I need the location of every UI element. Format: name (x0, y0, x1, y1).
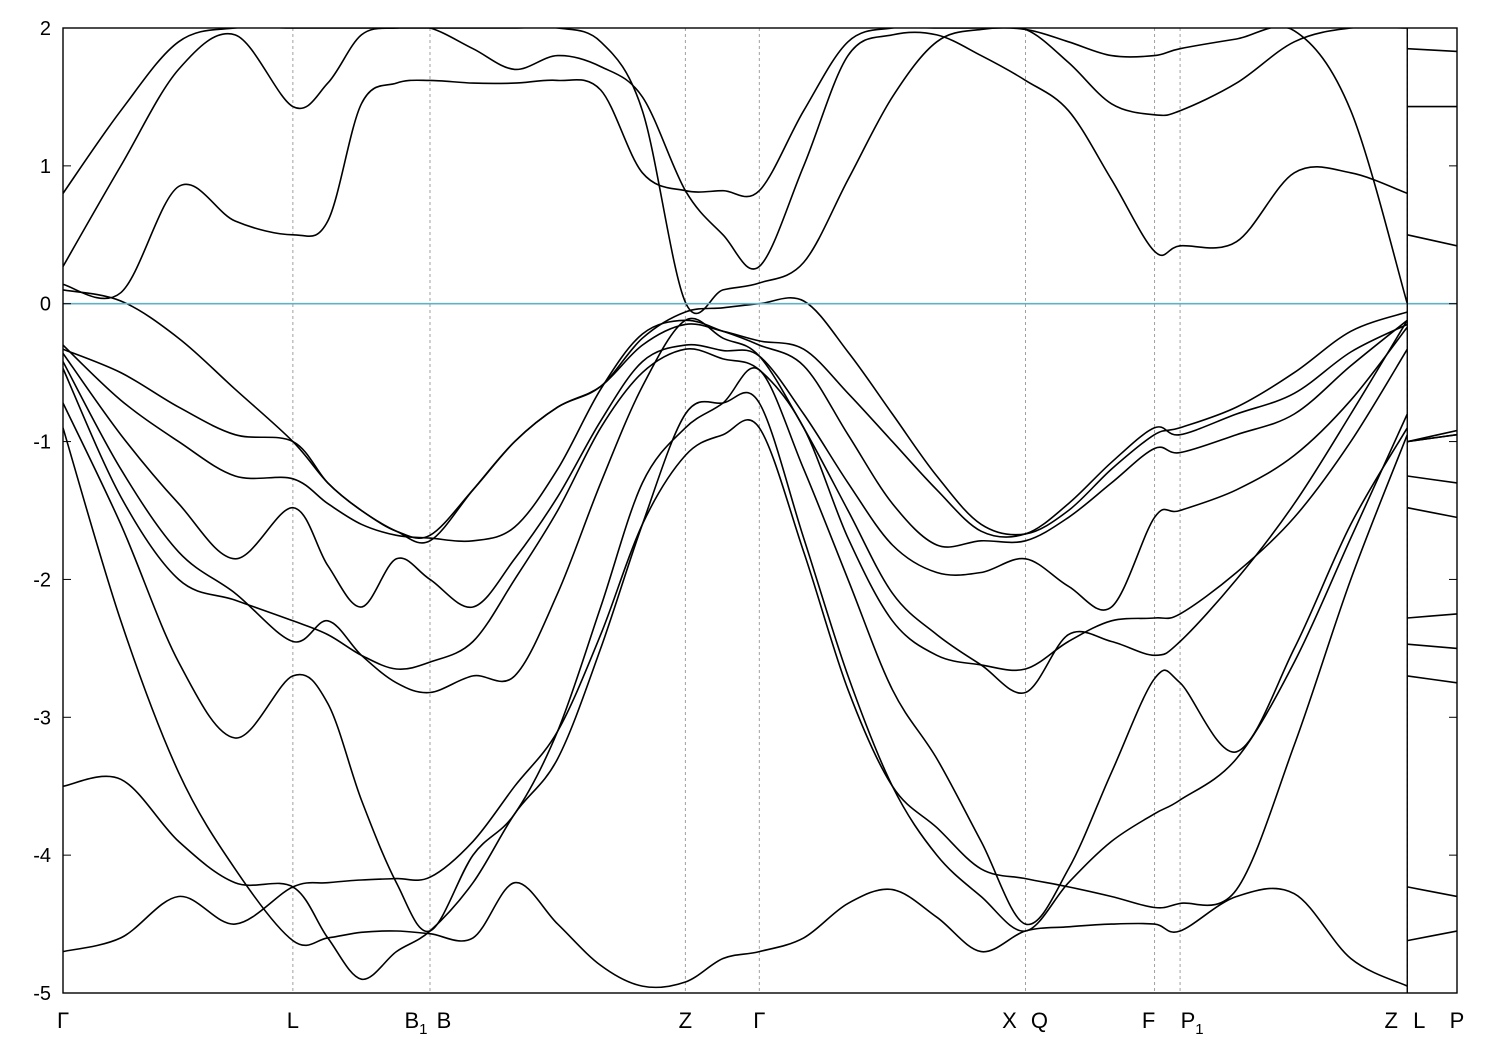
kpoint-label: Q (1031, 1008, 1048, 1033)
y-tick-label: -1 (33, 432, 51, 454)
band-line-extra (1407, 675, 1457, 684)
kpoint-label: L (1413, 1008, 1425, 1033)
kpoint-label: P1 (1181, 1008, 1204, 1038)
band-line (63, 28, 1408, 300)
band-line-extra (1407, 234, 1457, 247)
band-line-extra (1407, 506, 1457, 519)
kpoint-label: L (287, 1008, 299, 1033)
band-line-extra (1407, 47, 1457, 53)
kpoint-gridlines (292, 28, 1408, 993)
plot-frame (62, 27, 1458, 994)
kpoint-label: B1 (404, 1008, 427, 1038)
band-line (63, 323, 1408, 539)
band-line (63, 367, 1408, 933)
band-line (63, 28, 1408, 270)
y-tick-label: -2 (33, 569, 51, 591)
band-line (63, 319, 1408, 548)
kpoint-label: X (1002, 1008, 1017, 1033)
x-axis-kpoints: Γ L B1 B Z Γ X Q F P1 Z L P (57, 1008, 1464, 1038)
y-tick-label: 2 (40, 18, 51, 40)
y-axis: 2 1 0 -1 -2 -3 -4 -5 (33, 18, 1457, 1005)
band-line-extra (1407, 886, 1457, 898)
y-tick-label: -4 (33, 845, 51, 867)
band-line (63, 348, 1408, 672)
y-tick-label: 1 (40, 156, 51, 178)
band-line (63, 326, 1408, 611)
band-line-extra (1407, 475, 1457, 484)
band-line (63, 317, 1408, 694)
kpoint-label: Γ (57, 1008, 69, 1033)
band-line (63, 391, 1409, 981)
band-line-extra (1407, 930, 1457, 942)
y-tick-label: 0 (40, 294, 51, 316)
band-line-extra (1407, 613, 1457, 619)
kpoint-label: Γ (753, 1008, 765, 1033)
band-line (63, 289, 1408, 544)
band-curves (63, 28, 1457, 989)
band-line-extra (1407, 643, 1457, 650)
band-line (63, 419, 1409, 953)
kpoint-label: Z (679, 1008, 692, 1033)
kpoint-label: B (437, 1008, 452, 1033)
band-line (63, 28, 1409, 315)
band-line (63, 427, 1408, 989)
y-tick-label: -5 (33, 983, 51, 1005)
band-line-extra (1407, 429, 1457, 443)
kpoint-label: Z (1385, 1008, 1398, 1033)
y-tick-label: -3 (33, 707, 51, 729)
kpoint-label: P (1450, 1008, 1465, 1033)
kpoint-label: F (1142, 1008, 1155, 1033)
